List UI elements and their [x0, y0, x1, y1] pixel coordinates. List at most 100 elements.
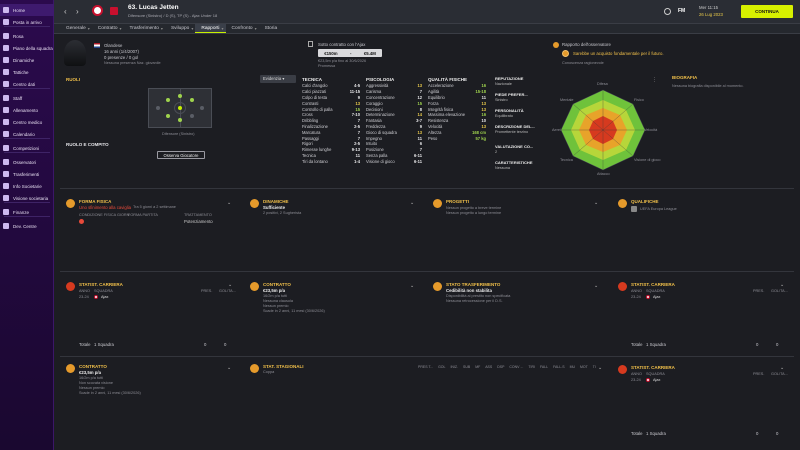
reputation-heading: CARATTERISTICHE	[495, 160, 533, 165]
tab[interactable]: Rapporti	[195, 24, 226, 33]
season-stats-icon	[250, 364, 259, 373]
sidebar-item[interactable]: Dinamiche	[0, 54, 54, 66]
sidebar-item[interactable]: Competizioni	[0, 142, 54, 154]
contract-line1: Sotto contratto con l'Ajax	[318, 42, 366, 47]
attribute-label: Fantasia	[366, 118, 382, 124]
season-stats-col[interactable]: ASS	[485, 365, 493, 369]
value-range[interactable]: €150m - €5.4M	[318, 49, 382, 57]
tab[interactable]: Sviluppo	[170, 26, 190, 31]
season: 23-24	[631, 378, 641, 382]
tab[interactable]: Generale	[66, 26, 86, 31]
sidebar-item[interactable]: Posta in arrivo	[0, 16, 54, 28]
attribute-value: 11-15	[349, 89, 360, 95]
expand-icon[interactable]: ⌄	[228, 282, 233, 288]
fm-badge[interactable]: FM	[678, 8, 686, 14]
season-stats-col[interactable]: TIRI	[528, 365, 535, 369]
tab[interactable]: Contratto	[97, 26, 118, 31]
col-anno: ANNO	[631, 372, 642, 376]
total-gol: 0	[776, 431, 779, 436]
transfer-expand-icon[interactable]: ⌄	[594, 283, 599, 289]
tab[interactable]: Trasferimento	[129, 26, 159, 31]
season-stats-col[interactable]: MOT	[579, 365, 588, 369]
reputation-heading: PIEDE PREFER...	[495, 92, 528, 97]
sidebar-item[interactable]: Staff	[0, 92, 54, 104]
season-stats-col[interactable]: FALL	[539, 365, 549, 369]
sidebar-item[interactable]: Finanze	[0, 206, 54, 218]
sidebar-item-icon	[3, 57, 9, 63]
scout-star-icon	[553, 42, 559, 48]
attribute-row: Tecnica 11	[302, 153, 362, 159]
contract-value: €23,5m p/a	[263, 288, 285, 293]
attribute-label: Posizione	[366, 147, 384, 153]
tab[interactable]: Confronto	[231, 26, 253, 31]
season-stats-col[interactable]: GOL	[438, 365, 446, 369]
sidebar-item[interactable]: Home	[0, 4, 54, 16]
contract2-expand-icon[interactable]: ⌄	[227, 365, 232, 371]
season-stats-title: STAT. STAGIONALI	[263, 364, 304, 369]
sidebar-item[interactable]: Info Societarie	[0, 180, 54, 192]
player-title: 63. Lucas Jetten	[128, 4, 179, 11]
attribute-value: 4-5	[354, 83, 360, 89]
tab[interactable]: Storia	[264, 26, 278, 31]
globe-icon[interactable]	[664, 8, 671, 15]
sidebar-item[interactable]: Rosa	[0, 30, 54, 42]
season-stats-col[interactable]: DSP	[497, 365, 505, 369]
observe-player-button[interactable]: Osserva Giocatore	[157, 151, 205, 159]
tecnica-list: Calci d'angolo 4-5 Calci piazzati 11-15 Colp…	[302, 83, 362, 164]
sidebar-item[interactable]: Visione societaria	[0, 192, 54, 204]
attribute-row: Finalizzazione 2-5	[302, 124, 362, 130]
club-name[interactable]: Ajax	[653, 378, 661, 382]
season-expand-icon[interactable]: ⌄	[598, 365, 603, 371]
expand-icon[interactable]: ⌄	[780, 365, 785, 371]
continue-button[interactable]: CONTINUA	[741, 5, 793, 18]
attribute-label: Colpo di testa	[302, 94, 328, 100]
back-button[interactable]: ‹	[64, 7, 67, 16]
sidebar-item[interactable]: Allenamento	[0, 104, 54, 116]
club-crest-icon[interactable]	[92, 5, 103, 16]
radar-label-visione: Visione di gioco	[634, 158, 661, 162]
transfer-status: Cedibilità non stabilita	[446, 288, 492, 293]
club-name[interactable]: Ajax	[653, 295, 661, 299]
contract-expand-icon[interactable]: ⌄	[410, 283, 415, 289]
season-stats-col[interactable]: CONV ...	[509, 365, 524, 369]
reputation-heading: PERSONALITÀ	[495, 108, 524, 113]
sidebar-item[interactable]: Piano della squadra	[0, 42, 54, 54]
season-stats-col[interactable]: PRES T...	[418, 365, 434, 369]
expand-icon[interactable]: ⌄	[780, 282, 785, 288]
sidebar-item-icon	[3, 95, 9, 101]
attribute-label: Impegno	[366, 135, 382, 141]
season-stats-col[interactable]: MU	[569, 365, 576, 369]
sidebar-item[interactable]: Centro dati	[0, 78, 54, 90]
sidebar-item[interactable]: Osservatori	[0, 156, 54, 168]
transfer-icon	[433, 282, 442, 291]
season-stats-col[interactable]: FALL.S	[553, 365, 565, 369]
season-stats-col[interactable]: TI	[592, 365, 596, 369]
season-stats-col[interactable]: SUB	[463, 365, 471, 369]
qualification-value: UEFA Europa League	[640, 207, 677, 211]
season-stats-header: PRES T... GOL INIZ. SUB MF ASS DSP CONV ... TIRI…	[418, 365, 596, 369]
sidebar-item[interactable]: Trasferimenti	[0, 168, 54, 180]
projects-expand-icon[interactable]: ⌄	[594, 200, 599, 206]
fitness-status: Uno sfinimento alla caviglia	[79, 205, 132, 210]
sidebar-item[interactable]: Centro medico	[0, 116, 54, 128]
attribute-label: Resistenza	[428, 118, 449, 124]
attribute-value: 8	[419, 106, 422, 112]
radar-options-icon[interactable]: ⋮	[652, 77, 657, 83]
highlight-dropdown[interactable]: Evidenzia ▾	[260, 75, 296, 83]
contract2-value: €23,5m p/a	[79, 370, 101, 375]
fitness-expand-icon[interactable]: ⌄	[227, 200, 232, 206]
attribute-row: Forza 13	[428, 100, 488, 106]
radar-label-fisico: Fisico	[634, 98, 644, 102]
attribute-row: Aggressività 13	[366, 83, 424, 89]
season-stats-col[interactable]: INIZ.	[450, 365, 459, 369]
club-name[interactable]: Ajax	[101, 295, 109, 299]
forward-button[interactable]: ›	[76, 7, 79, 16]
season-stats-col[interactable]: MF	[475, 365, 481, 369]
sidebar-item[interactable]: Tattiche	[0, 66, 54, 78]
dynamics-expand-icon[interactable]: ⌄	[410, 200, 415, 206]
attribute-row: Intuito 6	[366, 141, 424, 147]
psicologia-list: Aggressività 13 Carisma 7 Concentrazione 12 Co…	[366, 83, 424, 164]
attribute-row: Visione di gioco 6-11	[366, 158, 424, 164]
sidebar-item[interactable]: Dev. Centre	[0, 220, 54, 232]
sidebar-item[interactable]: Calendario	[0, 128, 54, 140]
